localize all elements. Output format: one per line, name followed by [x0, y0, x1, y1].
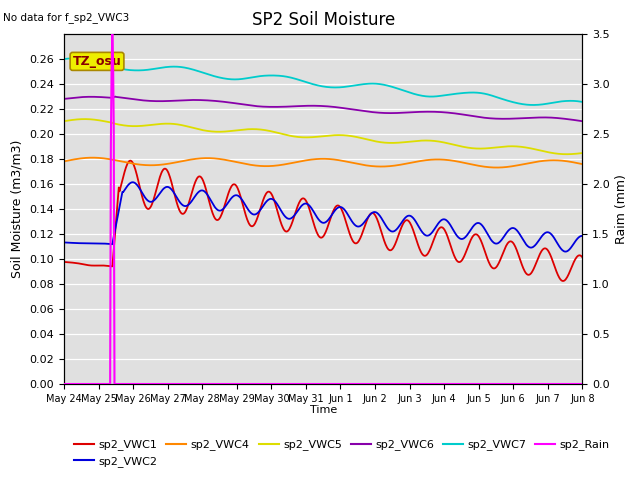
Y-axis label: Raim (mm): Raim (mm)	[616, 174, 628, 244]
Title: SP2 Soil Moisture: SP2 Soil Moisture	[252, 11, 395, 29]
Legend: sp2_VWC1, sp2_VWC2, sp2_VWC4, sp2_VWC5, sp2_VWC6, sp2_VWC7, sp2_Rain: sp2_VWC1, sp2_VWC2, sp2_VWC4, sp2_VWC5, …	[70, 435, 614, 471]
Text: No data for f_sp2_VWC3: No data for f_sp2_VWC3	[3, 12, 129, 23]
Y-axis label: Soil Moisture (m3/m3): Soil Moisture (m3/m3)	[11, 140, 24, 278]
X-axis label: Time: Time	[310, 405, 337, 415]
Text: TZ_osu: TZ_osu	[73, 55, 122, 68]
